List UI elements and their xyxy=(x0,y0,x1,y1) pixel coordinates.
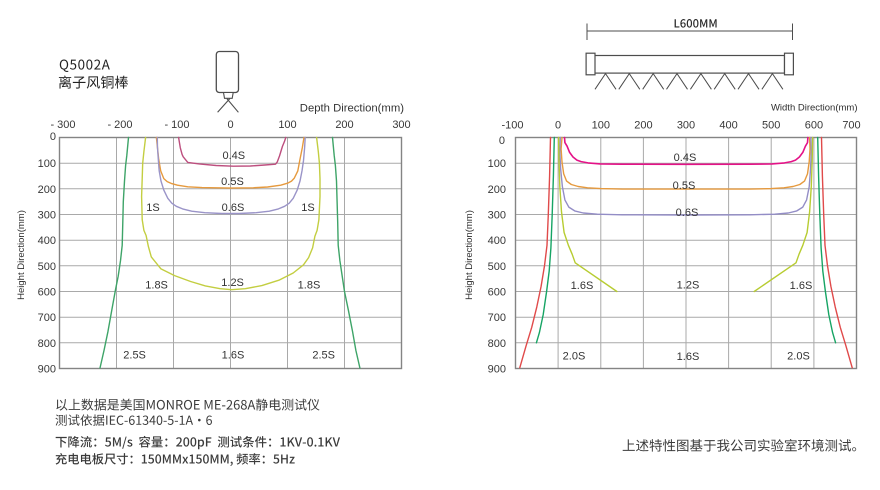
svg-text:200: 200 xyxy=(488,184,506,196)
svg-text:Height Direction(mm): Height Direction(mm) xyxy=(16,210,27,300)
svg-text:0.4S: 0.4S xyxy=(222,150,245,162)
svg-text:100: 100 xyxy=(488,158,506,170)
svg-text:500: 500 xyxy=(488,261,506,273)
svg-text:600: 600 xyxy=(488,287,506,299)
svg-text:1.6S: 1.6S xyxy=(677,351,700,363)
svg-text:- 300: - 300 xyxy=(50,119,75,131)
svg-text:1.6S: 1.6S xyxy=(571,280,594,292)
svg-text:300: 300 xyxy=(488,210,506,222)
svg-text:1.8S: 1.8S xyxy=(298,280,321,292)
svg-text:0.5S: 0.5S xyxy=(221,176,244,188)
svg-text:400: 400 xyxy=(38,235,56,247)
svg-text:300: 300 xyxy=(392,119,410,131)
svg-text:1.6S: 1.6S xyxy=(222,350,245,362)
svg-text:0.6S: 0.6S xyxy=(222,202,245,214)
svg-text:100: 100 xyxy=(278,119,296,131)
svg-text:200: 200 xyxy=(38,184,56,196)
svg-text:1.2S: 1.2S xyxy=(221,277,244,289)
svg-text:- 100: - 100 xyxy=(164,119,189,131)
svg-text:500: 500 xyxy=(38,261,56,273)
svg-text:600: 600 xyxy=(38,287,56,299)
svg-text:900: 900 xyxy=(38,364,56,376)
svg-text:1.8S: 1.8S xyxy=(145,280,168,292)
svg-text:0.4S: 0.4S xyxy=(674,152,697,164)
svg-text:1S: 1S xyxy=(146,202,159,214)
svg-text:900: 900 xyxy=(488,364,506,376)
svg-text:500: 500 xyxy=(762,120,780,132)
svg-text:200: 200 xyxy=(335,119,353,131)
svg-text:700: 700 xyxy=(38,312,56,324)
svg-text:100: 100 xyxy=(38,158,56,170)
svg-text:-100: -100 xyxy=(501,120,523,132)
svg-text:0.5S: 0.5S xyxy=(673,180,696,192)
svg-text:Width Direction(mm): Width Direction(mm) xyxy=(771,103,858,114)
svg-text:0: 0 xyxy=(499,135,505,147)
svg-text:2.5S: 2.5S xyxy=(123,350,146,362)
svg-text:2.0S: 2.0S xyxy=(787,351,810,363)
svg-text:100: 100 xyxy=(592,120,610,132)
svg-text:- 200: - 200 xyxy=(107,119,132,131)
svg-text:0: 0 xyxy=(50,131,56,143)
svg-text:0.6S: 0.6S xyxy=(676,207,699,219)
svg-text:700: 700 xyxy=(488,312,506,324)
svg-text:800: 800 xyxy=(488,338,506,350)
svg-text:200: 200 xyxy=(634,120,652,132)
svg-text:400: 400 xyxy=(719,120,737,132)
svg-text:600: 600 xyxy=(805,120,823,132)
svg-text:2.5S: 2.5S xyxy=(312,350,335,362)
svg-text:300: 300 xyxy=(677,120,695,132)
svg-text:300: 300 xyxy=(38,210,56,222)
svg-text:Height Direction(mm): Height Direction(mm) xyxy=(464,210,475,300)
svg-text:700: 700 xyxy=(842,120,860,132)
svg-text:Depth Direction(mm): Depth Direction(mm) xyxy=(300,103,404,115)
svg-text:400: 400 xyxy=(488,235,506,247)
svg-text:1.2S: 1.2S xyxy=(677,280,700,292)
svg-text:2.0S: 2.0S xyxy=(563,351,586,363)
svg-text:1S: 1S xyxy=(301,202,314,214)
svg-text:0: 0 xyxy=(555,120,561,132)
svg-text:800: 800 xyxy=(38,338,56,350)
svg-text:1.6S: 1.6S xyxy=(790,280,813,292)
svg-text:0: 0 xyxy=(227,119,233,131)
